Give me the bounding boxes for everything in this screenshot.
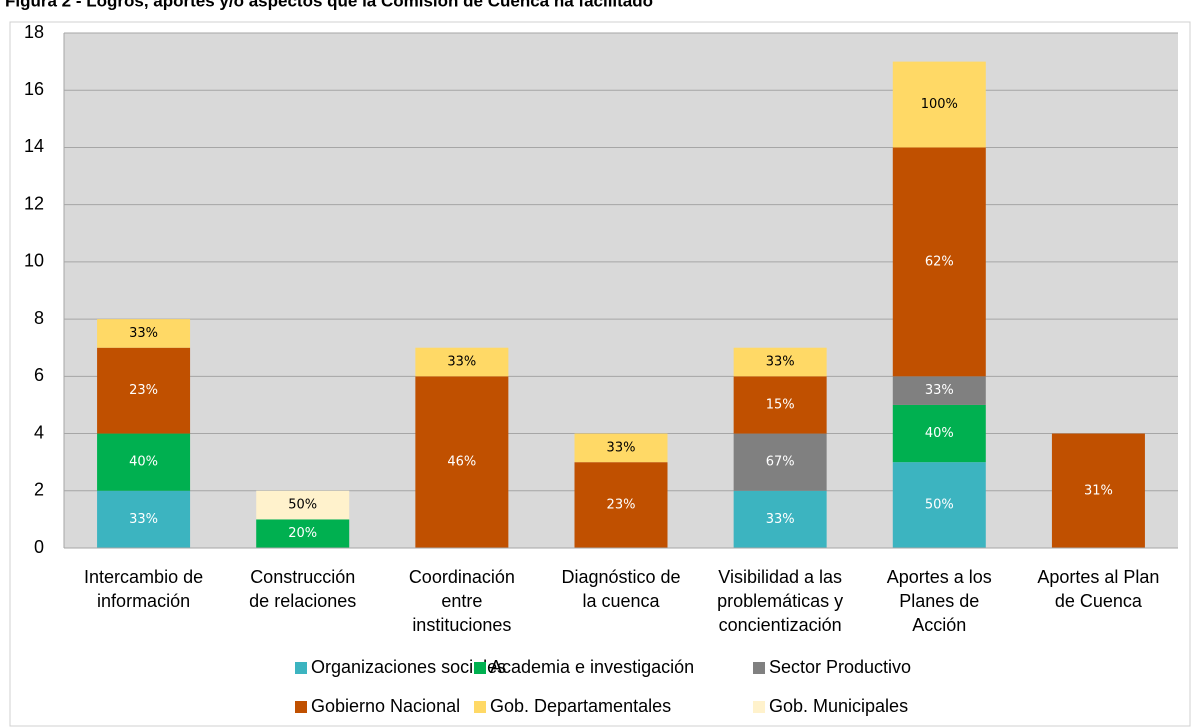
bar-segment [256, 519, 350, 548]
y-tick-label: 8 [34, 308, 44, 328]
value-label: 20% [288, 526, 317, 541]
value-label: 100% [921, 97, 958, 112]
bar-segment [415, 376, 509, 548]
bar-segment [892, 376, 986, 405]
bar-segment [574, 433, 668, 463]
legend-label: Academia e investigación [490, 657, 694, 677]
legend-swatch [753, 701, 765, 713]
value-label: 23% [607, 498, 636, 513]
x-tick-label: concientización [719, 615, 842, 635]
y-tick-label: 12 [24, 193, 44, 213]
x-tick-label: de Cuenca [1055, 591, 1143, 611]
legend-label: Gobierno Nacional [311, 696, 460, 716]
value-label: 33% [766, 355, 795, 370]
value-label: 33% [766, 512, 795, 527]
legend-label: Organizaciones sociales [311, 657, 506, 677]
bar-segment [97, 319, 191, 348]
legend-label: Sector Productivo [769, 657, 911, 677]
legend-swatch [295, 662, 307, 674]
bar-segment [892, 462, 986, 548]
y-tick-label: 18 [24, 22, 44, 42]
y-tick-label: 0 [34, 537, 44, 557]
x-tick-label: Acción [912, 615, 966, 635]
x-tick-label: Planes de [899, 591, 979, 611]
bar-segment [97, 347, 191, 434]
value-label: 33% [129, 326, 158, 341]
value-label: 33% [925, 383, 954, 398]
x-tick-label: Construcción [250, 567, 355, 587]
x-tick-label: Aportes al Plan [1037, 567, 1159, 587]
value-label: 15% [766, 397, 795, 412]
bar-segment [256, 490, 350, 520]
y-tick-label: 6 [34, 365, 44, 385]
value-label: 33% [607, 440, 636, 455]
y-tick-label: 14 [24, 136, 44, 156]
value-label: 40% [925, 426, 954, 441]
bar-segment [892, 61, 986, 148]
bar-segment [733, 347, 827, 377]
legend-swatch [474, 701, 486, 713]
y-tick-label: 10 [24, 251, 44, 271]
value-label: 33% [129, 512, 158, 527]
x-tick-label: problemáticas y [717, 591, 843, 611]
bar-segment [733, 376, 827, 434]
value-label: 50% [925, 498, 954, 513]
value-label: 33% [447, 355, 476, 370]
y-tick-label: 4 [34, 422, 44, 442]
x-tick-label: Coordinación [409, 567, 515, 587]
bar-segment [415, 347, 509, 377]
bar-segment [733, 433, 827, 491]
value-label: 40% [129, 455, 158, 470]
bar-segment [733, 490, 827, 548]
bar-segment [1051, 433, 1145, 548]
value-label: 31% [1084, 483, 1113, 498]
bar-segment [892, 147, 986, 377]
x-tick-label: Aportes a los [887, 567, 992, 587]
value-label: 50% [288, 498, 317, 513]
x-tick-label: la cuenca [582, 591, 660, 611]
chart-title: Figura 2 - Logros, aportes y/o aspectos … [5, 0, 653, 10]
x-tick-label: entre [441, 591, 482, 611]
legend-swatch [295, 701, 307, 713]
legend-swatch [753, 662, 765, 674]
value-label: 46% [447, 455, 476, 470]
value-label: 23% [129, 383, 158, 398]
bar-segment [97, 433, 191, 491]
x-tick-label: información [97, 591, 190, 611]
x-tick-label: Diagnóstico de [561, 567, 680, 587]
legend-label: Gob. Municipales [769, 696, 908, 716]
x-tick-label: Intercambio de [84, 567, 203, 587]
value-label: 62% [925, 254, 954, 269]
bar-segment [97, 490, 191, 548]
legend-label: Gob. Departamentales [490, 696, 671, 716]
x-tick-label: instituciones [412, 615, 511, 635]
value-label: 67% [766, 455, 795, 470]
y-tick-label: 16 [24, 79, 44, 99]
bar-segment [574, 462, 668, 548]
x-tick-label: de relaciones [249, 591, 356, 611]
x-tick-label: Visibilidad a las [718, 567, 842, 587]
y-tick-label: 2 [34, 480, 44, 500]
legend-swatch [474, 662, 486, 674]
bar-segment [892, 404, 986, 463]
